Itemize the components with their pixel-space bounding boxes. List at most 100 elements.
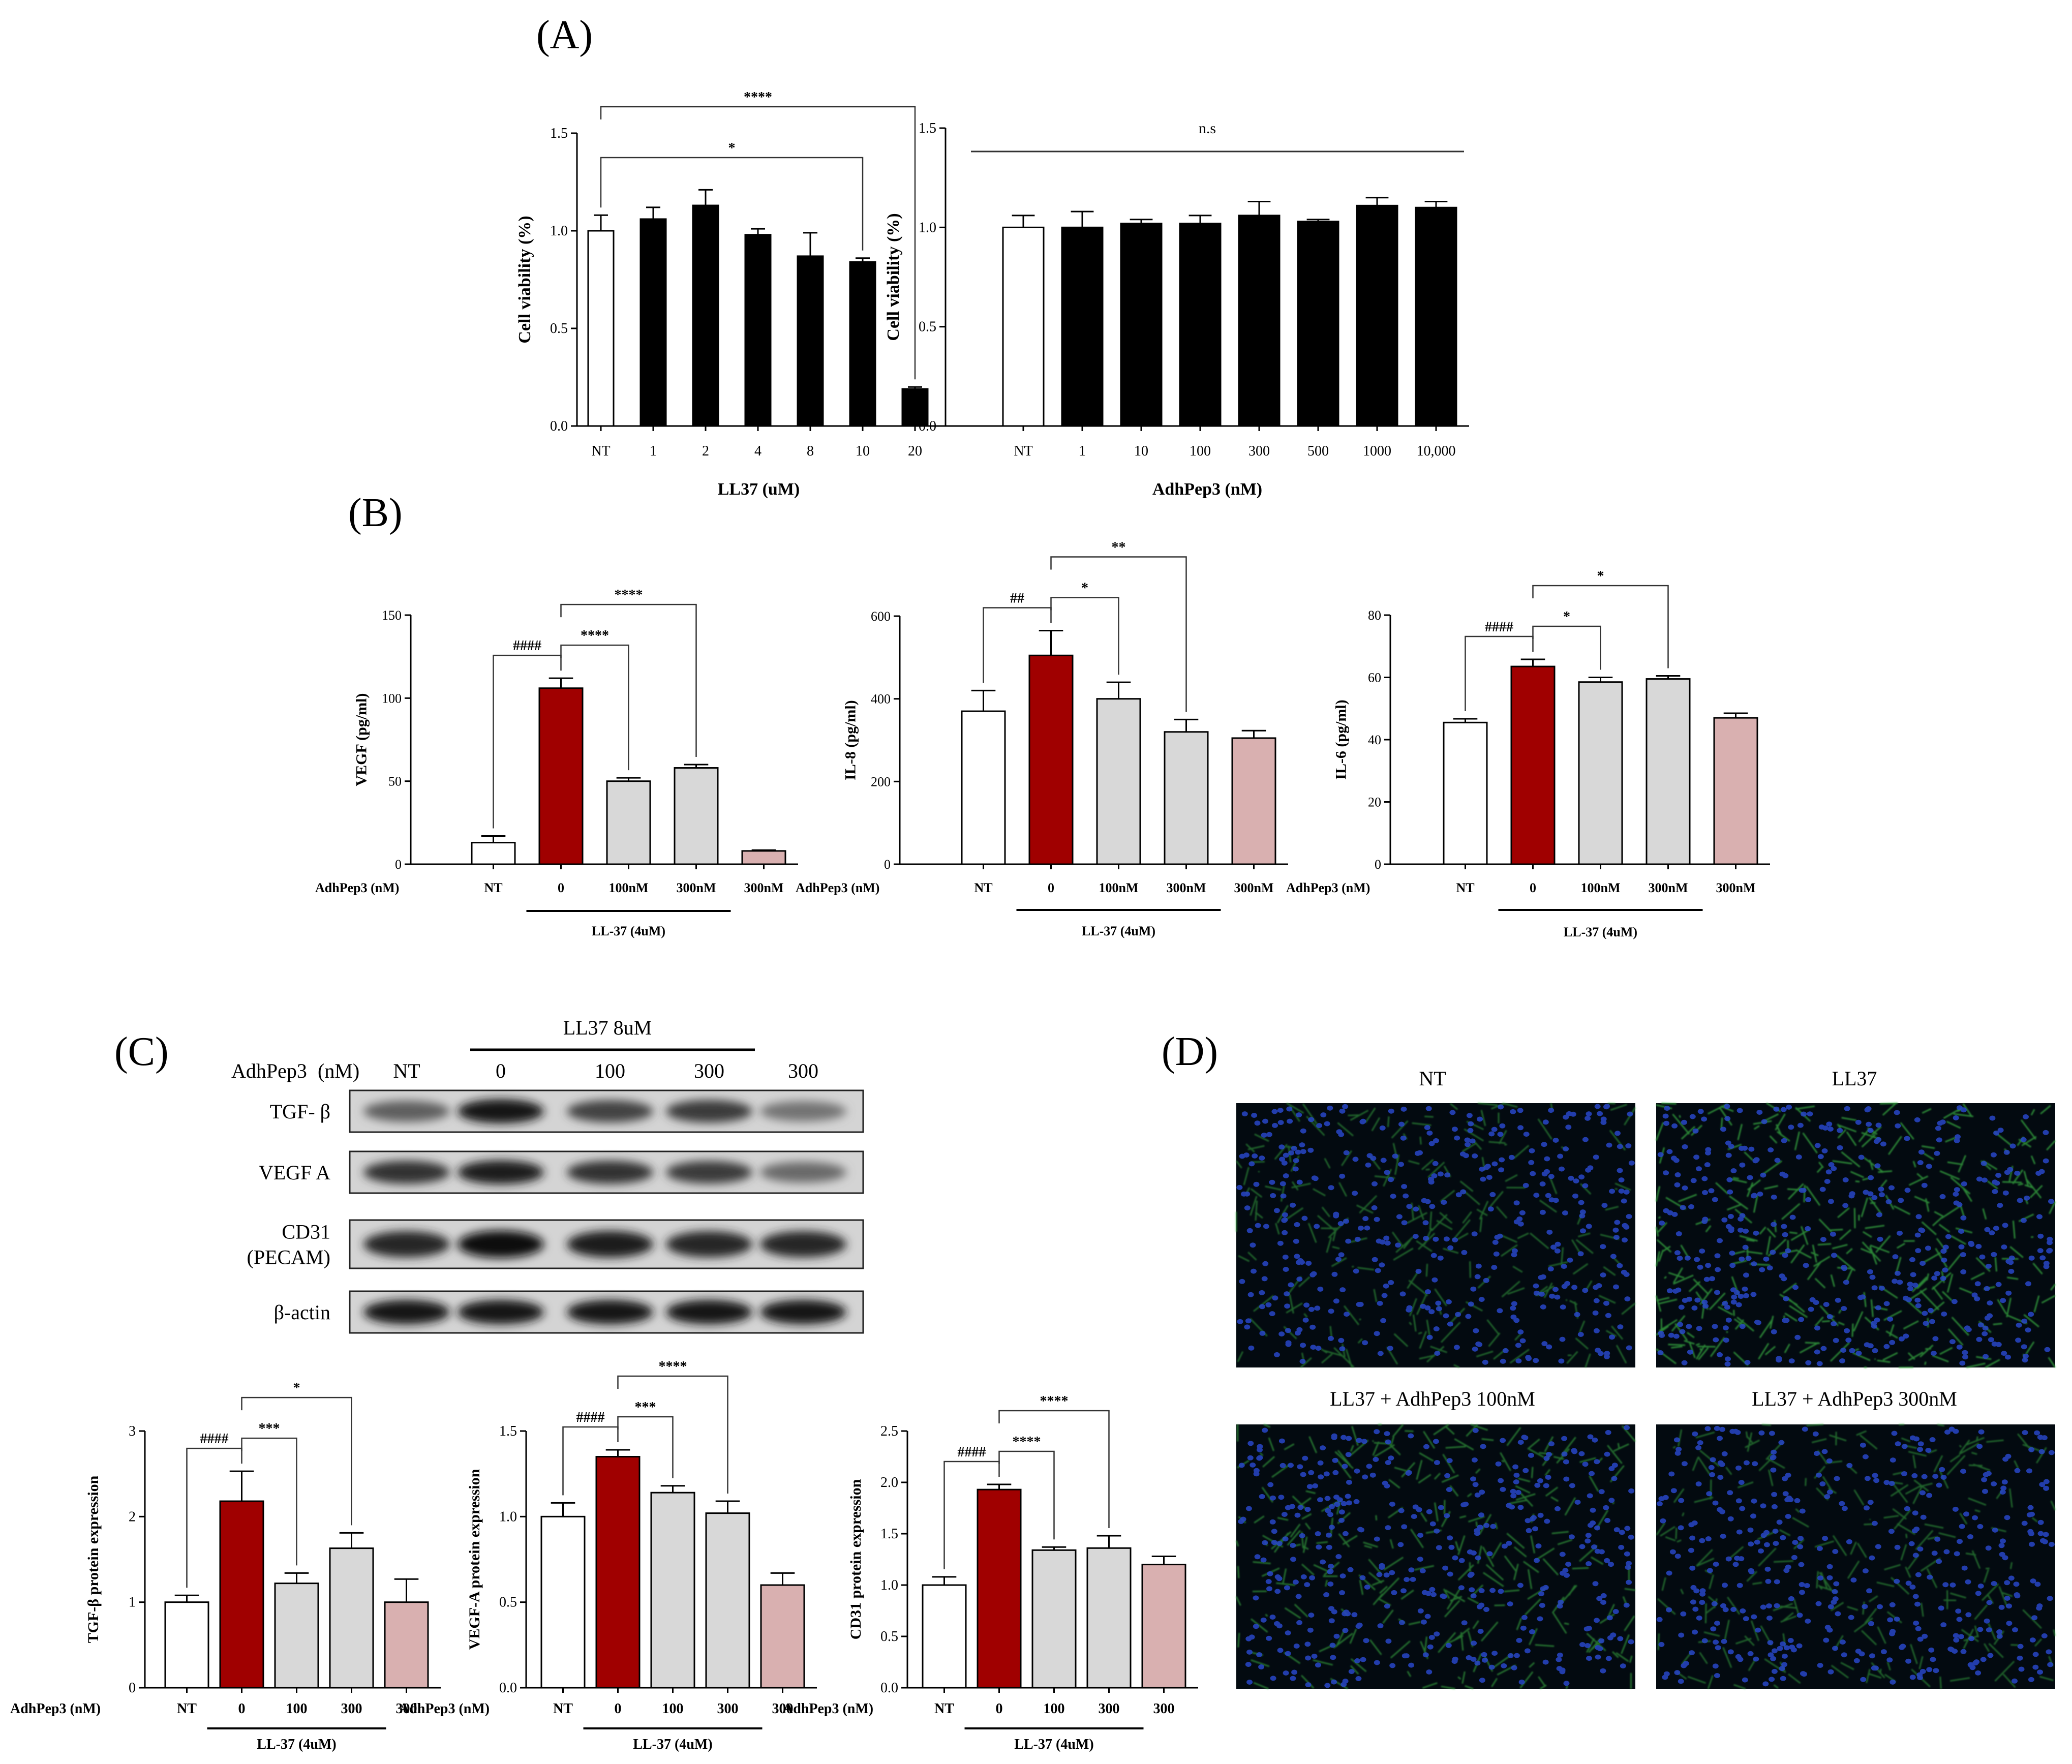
blot-lane-label: 300	[788, 1059, 818, 1082]
group-label: LL-37 (4uM)	[592, 924, 665, 938]
bar-1	[1061, 226, 1104, 427]
micrographs: NT LL37 LL37 + AdhPep3 100nM LL37 + AdhPep3…	[1235, 1067, 2056, 1690]
significance-bracket	[998, 1410, 1110, 1529]
blot-row-label: VEGF A	[259, 1161, 330, 1184]
x-tick-label: 100nM	[1581, 880, 1621, 895]
x-axis-prefix-label: AdhPep3 (nM)	[1286, 880, 1370, 895]
significance-label: ****	[615, 587, 643, 603]
x-tick-label: 20	[908, 443, 922, 459]
significance-label: ####	[1485, 619, 1513, 635]
bar-3	[744, 234, 772, 427]
significance-bracket	[1465, 635, 1534, 711]
significance-bracket	[493, 654, 562, 829]
panel-label-b: (B)	[348, 491, 403, 535]
y-axis-label: IL-6 (pg/ml)	[1333, 699, 1350, 780]
x-tick-label: 0	[1048, 880, 1054, 895]
x-tick-label: 1000	[1363, 443, 1391, 459]
blot-band	[363, 1101, 450, 1122]
y-tick-label: 0.0	[919, 418, 936, 434]
micrograph-title: LL37 + AdhPep3 300nM	[1752, 1387, 1957, 1410]
y-tick-label: 1.0	[499, 1509, 517, 1525]
significance-label: ****	[1040, 1393, 1069, 1409]
blot-band	[363, 1300, 450, 1324]
y-axis-label: CD31 protein expression	[847, 1479, 864, 1639]
significance-bracket	[983, 607, 1052, 683]
bar-3	[329, 1547, 374, 1689]
micrograph-background	[1656, 1424, 2055, 1689]
x-tick-label: 300nM	[677, 880, 716, 895]
blot-band	[666, 1300, 752, 1324]
y-tick-label: 0.5	[499, 1595, 517, 1610]
y-tick-label: 40	[1368, 733, 1381, 747]
significance-bracket	[1532, 585, 1669, 668]
y-tick-label: 1.5	[880, 1526, 898, 1542]
significance-bracket	[1050, 597, 1119, 675]
y-tick-label: 0	[884, 857, 891, 872]
y-tick-label: 0.0	[550, 418, 568, 434]
bar-1	[639, 218, 667, 427]
significance-bracket	[560, 644, 629, 771]
x-tick-label: 1	[650, 443, 657, 459]
blot-group-label: LL37 8uM	[563, 1016, 652, 1039]
blot-row-label: CD31	[282, 1221, 330, 1243]
x-tick-label: 100	[1190, 443, 1211, 459]
x-tick-label: 0	[238, 1701, 246, 1717]
significance-label: ****	[581, 628, 609, 644]
y-tick-label: 1.0	[550, 223, 568, 239]
x-axis-prefix-label: AdhPep3 (nM)	[10, 1701, 101, 1717]
significance-label: ####	[958, 1444, 986, 1460]
x-tick-label: 300	[1099, 1701, 1120, 1717]
y-tick-label: 200	[871, 774, 891, 789]
bar-1	[595, 1456, 641, 1689]
x-tick-label: 10	[856, 443, 870, 459]
blot-band	[458, 1230, 544, 1258]
blot-header-label: AdhPep3	[231, 1059, 307, 1082]
blot-row-label: β-actin	[274, 1301, 330, 1324]
bar-2	[692, 204, 719, 427]
micrograph-background	[1236, 1424, 1635, 1689]
blot-row-label: (PECAM)	[247, 1246, 330, 1269]
significance-label: ***	[635, 1400, 656, 1415]
significance-bracket	[241, 1437, 297, 1566]
y-axis-label: Cell viability (%)	[515, 216, 534, 343]
ns-label: n.s	[1199, 120, 1216, 137]
bar-2	[650, 1492, 695, 1689]
x-tick-label: 10,000	[1417, 443, 1456, 459]
micrograph-1	[1655, 1102, 2056, 1368]
x-tick-label: 100nM	[1099, 880, 1139, 895]
x-tick-label: NT	[177, 1701, 197, 1717]
chart-a2: 0.0 0.5 1.0 1.5 Cell viability (%) NT 1 10 100 30…	[884, 120, 1469, 499]
significance-bracket	[600, 157, 864, 251]
chart-c2: 0.0 0.5 1.0 1.5 VEGF-A protein expression NT 0…	[399, 1359, 817, 1752]
x-axis-prefix-label: AdhPep3 (nM)	[796, 880, 879, 895]
blot-lane-label: NT	[393, 1059, 420, 1082]
blot-band	[458, 1300, 544, 1324]
bar-0	[471, 842, 516, 865]
y-tick-label: 1.5	[550, 126, 568, 141]
y-tick-label: 50	[388, 774, 402, 789]
blot-band	[567, 1100, 653, 1122]
y-tick-label: 2.0	[880, 1475, 898, 1491]
x-tick-label: 8	[807, 443, 814, 459]
blot-band	[363, 1231, 450, 1258]
x-axis-label: LL37 (uM)	[718, 480, 800, 499]
x-tick-label: NT	[591, 443, 610, 459]
micrograph-2	[1235, 1423, 1636, 1690]
bar-4	[760, 1584, 805, 1689]
y-tick-label: 0.5	[919, 319, 936, 335]
bar-2	[1031, 1549, 1077, 1689]
blot-band	[458, 1099, 544, 1123]
x-tick-label: 300nM	[1234, 880, 1274, 895]
significance-bracket	[560, 603, 697, 757]
significance-label: ****	[1013, 1434, 1041, 1450]
significance-label: ***	[259, 1421, 280, 1437]
bar-4	[741, 850, 786, 865]
y-tick-label: 0.5	[550, 321, 568, 337]
blot-band	[567, 1300, 653, 1324]
x-tick-label: 300nM	[1649, 880, 1688, 895]
x-tick-label: 100	[1044, 1701, 1065, 1717]
x-tick-label: 0	[1530, 880, 1536, 895]
y-tick-label: 0.0	[499, 1680, 517, 1696]
chart-b1: 0 50 100 150 VEGF (pg/ml) NT 0 100nM 300nM 300nM A…	[315, 587, 798, 938]
